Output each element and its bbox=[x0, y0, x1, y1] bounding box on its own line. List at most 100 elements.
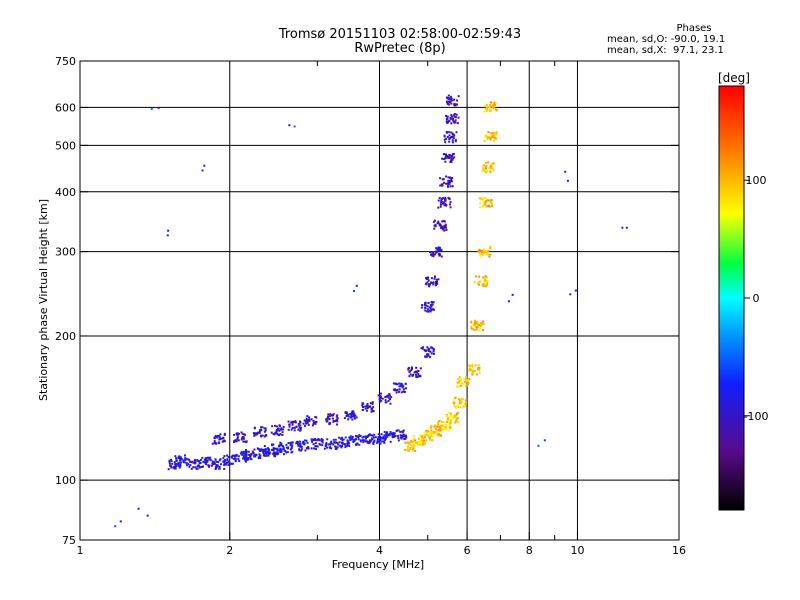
data-point bbox=[451, 414, 454, 417]
data-point bbox=[314, 438, 317, 441]
chart-title: Tromsø 20151103 02:58:00-02:59:43 bbox=[278, 27, 522, 42]
data-point bbox=[443, 181, 446, 184]
data-point bbox=[473, 280, 476, 283]
data-point bbox=[484, 170, 487, 173]
data-point bbox=[253, 426, 256, 429]
data-point bbox=[438, 248, 441, 251]
data-point bbox=[378, 398, 381, 401]
data-point bbox=[278, 449, 281, 452]
data-point bbox=[316, 445, 319, 448]
data-point bbox=[247, 450, 250, 453]
data-point bbox=[437, 206, 440, 209]
data-point bbox=[477, 281, 480, 284]
data-point bbox=[306, 415, 309, 418]
data-point bbox=[456, 405, 459, 408]
data-point bbox=[305, 419, 308, 422]
y-tick-label: 300 bbox=[55, 246, 76, 259]
data-point bbox=[491, 136, 494, 139]
data-point bbox=[201, 465, 204, 468]
data-point bbox=[380, 396, 383, 399]
data-point bbox=[444, 423, 447, 426]
data-point bbox=[477, 282, 480, 285]
data-point bbox=[423, 303, 426, 306]
data-point bbox=[203, 164, 206, 167]
data-point bbox=[486, 105, 489, 108]
data-point bbox=[211, 462, 214, 465]
data-point bbox=[241, 436, 244, 439]
data-point bbox=[438, 430, 441, 433]
data-point bbox=[246, 457, 249, 460]
data-point bbox=[482, 166, 485, 169]
x-tick-label: 8 bbox=[526, 544, 533, 557]
data-point bbox=[174, 463, 177, 466]
data-point bbox=[461, 398, 464, 401]
data-point bbox=[433, 253, 436, 256]
data-point bbox=[440, 255, 443, 258]
data-point bbox=[326, 415, 329, 418]
data-point bbox=[327, 443, 330, 446]
data-point bbox=[327, 413, 330, 416]
data-point bbox=[370, 434, 373, 437]
data-point bbox=[420, 438, 423, 441]
data-point bbox=[441, 420, 444, 423]
data-point bbox=[430, 346, 433, 349]
data-point bbox=[450, 102, 453, 105]
data-point bbox=[460, 402, 463, 405]
data-point bbox=[234, 460, 237, 463]
data-point bbox=[466, 380, 469, 383]
data-point bbox=[370, 410, 373, 413]
data-point bbox=[423, 431, 426, 434]
data-point bbox=[187, 458, 190, 461]
data-point bbox=[325, 442, 328, 445]
data-point bbox=[429, 350, 432, 353]
data-point bbox=[455, 419, 458, 422]
data-point bbox=[452, 416, 455, 419]
data-point bbox=[265, 451, 268, 454]
data-point bbox=[243, 456, 246, 459]
data-point bbox=[468, 364, 471, 367]
colorbar-tick-label: -100 bbox=[744, 410, 769, 423]
data-point bbox=[402, 390, 405, 393]
data-point bbox=[392, 382, 395, 385]
data-point bbox=[454, 116, 457, 119]
data-point bbox=[403, 438, 406, 441]
data-point bbox=[454, 139, 457, 142]
data-point bbox=[412, 440, 415, 443]
data-point bbox=[399, 436, 402, 439]
data-point bbox=[488, 253, 491, 256]
data-point bbox=[421, 304, 424, 307]
data-point bbox=[281, 433, 284, 436]
data-point bbox=[437, 428, 440, 431]
data-point bbox=[296, 443, 299, 446]
data-point bbox=[237, 432, 240, 435]
data-point bbox=[279, 449, 282, 452]
data-point bbox=[315, 420, 318, 423]
data-point bbox=[237, 458, 240, 461]
data-point bbox=[331, 417, 334, 420]
data-point bbox=[421, 439, 424, 442]
data-point bbox=[311, 438, 314, 441]
data-point bbox=[430, 429, 433, 432]
data-point bbox=[297, 428, 300, 431]
data-point bbox=[372, 406, 375, 409]
data-point bbox=[190, 467, 193, 470]
data-point bbox=[403, 391, 406, 394]
data-point bbox=[464, 403, 467, 406]
data-point bbox=[402, 429, 405, 432]
data-point bbox=[378, 400, 381, 403]
data-point bbox=[411, 448, 414, 451]
data-point bbox=[459, 406, 462, 409]
data-point bbox=[285, 446, 288, 449]
data-point bbox=[474, 324, 477, 327]
data-point bbox=[359, 440, 362, 443]
data-point bbox=[453, 115, 456, 118]
data-point bbox=[297, 422, 300, 425]
data-point bbox=[449, 206, 452, 209]
data-point bbox=[445, 414, 448, 417]
data-point bbox=[448, 140, 451, 143]
data-point bbox=[431, 431, 434, 434]
data-point bbox=[398, 382, 401, 385]
data-point bbox=[448, 131, 451, 134]
data-point bbox=[478, 366, 481, 369]
data-point bbox=[472, 327, 475, 330]
